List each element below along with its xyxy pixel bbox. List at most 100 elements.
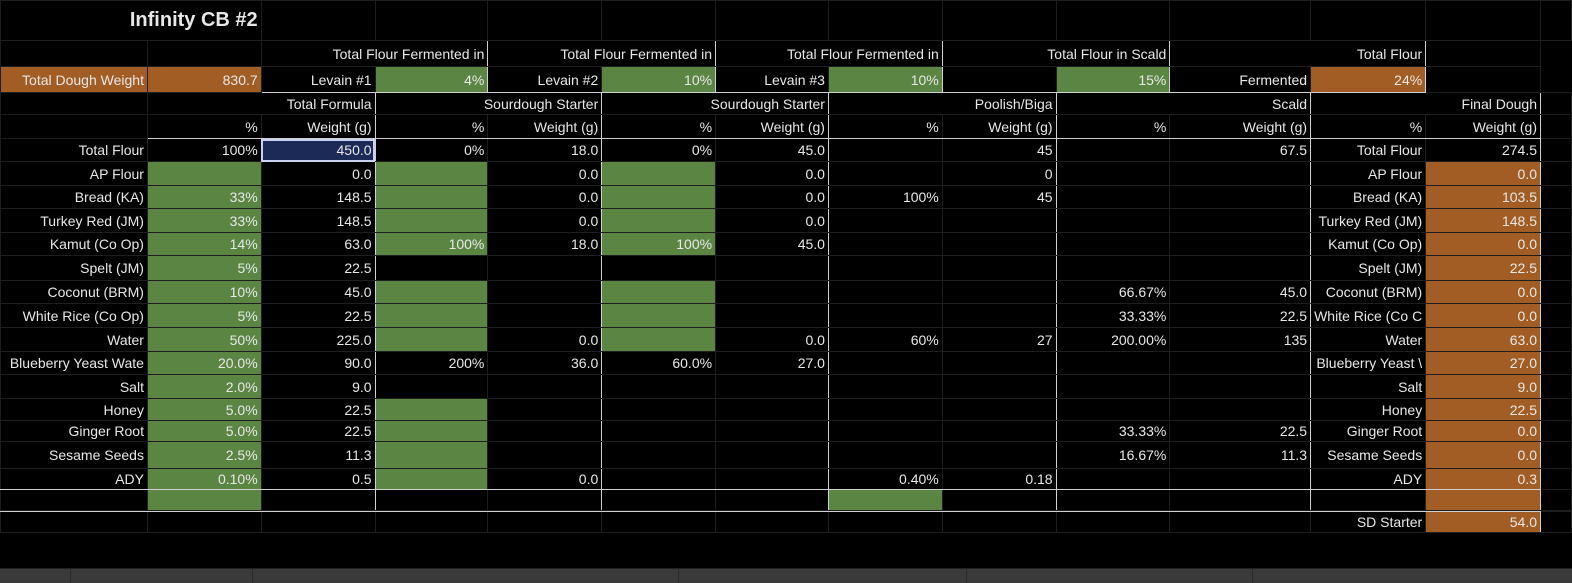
subhead-pct[interactable]: % — [1055, 114, 1171, 139]
cell[interactable] — [1540, 398, 1572, 421]
row-label[interactable]: Spelt (JM) — [0, 255, 148, 281]
dough-weight-value[interactable]: 830.7 — [146, 66, 262, 93]
levain2-pct[interactable] — [601, 185, 717, 209]
subhead-weight[interactable]: Weight (g) — [715, 114, 829, 139]
subhead-pct[interactable]: % — [1310, 114, 1427, 139]
cell[interactable] — [260, 511, 376, 533]
row-label[interactable]: Bread (KA) — [0, 185, 148, 209]
cell[interactable] — [0, 489, 148, 511]
cell[interactable] — [1540, 185, 1572, 209]
levain2-weight[interactable]: 0.0 — [715, 185, 829, 209]
row-label[interactable]: Water — [0, 327, 148, 352]
poolish-pct[interactable] — [827, 208, 943, 233]
poolish-weight[interactable] — [941, 208, 1057, 233]
sd-starter-value[interactable]: 54.0 — [1425, 511, 1542, 533]
cell[interactable] — [1540, 280, 1572, 304]
row-label[interactable]: Sesame Seeds — [0, 441, 148, 469]
scald-weight[interactable] — [1169, 185, 1312, 209]
final-dough-label[interactable]: White Rice (Co C — [1310, 303, 1427, 328]
cell[interactable] — [1540, 114, 1572, 139]
total-formula-weight[interactable]: 11.3 — [260, 441, 376, 469]
poolish-pct[interactable] — [827, 255, 943, 281]
scald-pct[interactable] — [1055, 374, 1171, 399]
scald-weight[interactable]: 11.3 — [1169, 441, 1312, 469]
scald-pct[interactable] — [1055, 161, 1171, 186]
levain1-weight[interactable] — [487, 441, 603, 469]
levain2-pct[interactable]: 60.0% — [601, 351, 717, 375]
poolish-pct[interactable] — [827, 138, 943, 162]
levain1-weight[interactable] — [487, 303, 603, 328]
levain1-weight[interactable] — [487, 374, 603, 399]
levain1-pct[interactable] — [374, 208, 489, 233]
cell[interactable] — [715, 0, 829, 41]
cell[interactable] — [1540, 351, 1572, 375]
final-dough-weight[interactable]: 22.5 — [1425, 398, 1542, 421]
cell[interactable] — [0, 40, 148, 67]
poolish-pct[interactable] — [827, 398, 943, 421]
final-dough-weight[interactable]: 22.5 — [1425, 255, 1542, 281]
cell[interactable] — [1540, 327, 1572, 352]
cell[interactable] — [146, 40, 262, 67]
levain1-pct[interactable] — [374, 441, 489, 469]
cell[interactable] — [1540, 511, 1572, 533]
poolish-weight[interactable]: 0.18 — [941, 468, 1057, 490]
levain1-pct[interactable] — [374, 185, 489, 209]
total-formula-pct[interactable]: 50% — [146, 327, 262, 352]
banner-scald-pct[interactable]: 15% — [1055, 66, 1171, 93]
poolish-weight[interactable] — [941, 303, 1057, 328]
final-dough-label[interactable]: Honey — [1310, 398, 1427, 421]
scald-pct[interactable] — [1055, 468, 1171, 490]
poolish-weight[interactable] — [941, 351, 1057, 375]
cell[interactable] — [1310, 489, 1427, 511]
cell[interactable] — [715, 489, 829, 511]
poolish-weight[interactable]: 45 — [941, 138, 1057, 162]
scald-pct[interactable] — [1055, 208, 1171, 233]
row-label[interactable]: ADY — [0, 468, 148, 490]
poolish-pct[interactable] — [827, 280, 943, 304]
cell[interactable] — [941, 489, 1057, 511]
levain2-weight[interactable] — [715, 255, 829, 281]
scald-weight[interactable] — [1169, 374, 1312, 399]
levain1-pct[interactable] — [374, 161, 489, 186]
levain2-weight[interactable] — [715, 398, 829, 421]
cell[interactable] — [601, 0, 717, 41]
levain1-pct[interactable]: 100% — [374, 232, 489, 256]
poolish-pct[interactable]: 60% — [827, 327, 943, 352]
final-dough-label[interactable]: Coconut (BRM) — [1310, 280, 1427, 304]
total-formula-pct[interactable]: 14% — [146, 232, 262, 256]
cell[interactable] — [941, 0, 1057, 41]
total-formula-weight[interactable]: 225.0 — [260, 327, 376, 352]
final-dough-label[interactable]: Spelt (JM) — [1310, 255, 1427, 281]
poolish-weight[interactable]: 45 — [941, 185, 1057, 209]
cell[interactable] — [146, 511, 262, 533]
final-dough-label[interactable]: AP Flour — [1310, 161, 1427, 186]
subhead-pct[interactable]: % — [374, 114, 489, 139]
final-dough-weight[interactable]: 103.5 — [1425, 185, 1542, 209]
final-dough-weight[interactable]: 148.5 — [1425, 208, 1542, 233]
sd-starter-label[interactable]: SD Starter — [1310, 511, 1427, 533]
final-dough-weight[interactable]: 0.3 — [1425, 468, 1542, 490]
final-dough-weight[interactable]: 0.0 — [1425, 420, 1542, 442]
scald-weight[interactable] — [1169, 351, 1312, 375]
banner-levain3-sub[interactable]: Levain #3 — [715, 66, 829, 93]
cell[interactable] — [260, 489, 376, 511]
poolish-pct[interactable] — [827, 441, 943, 469]
levain1-pct[interactable] — [374, 374, 489, 399]
dough-weight-label[interactable]: Total Dough Weight — [0, 66, 148, 93]
poolish-weight[interactable] — [941, 232, 1057, 256]
cell[interactable] — [374, 489, 489, 511]
total-formula-weight[interactable]: 22.5 — [260, 303, 376, 328]
subhead-weight[interactable]: Weight (g) — [487, 114, 603, 139]
cell[interactable] — [260, 0, 376, 41]
scald-weight[interactable]: 22.5 — [1169, 303, 1312, 328]
total-formula-pct[interactable]: 5% — [146, 255, 262, 281]
section-scald[interactable]: Scald — [1055, 92, 1312, 115]
row-label[interactable]: White Rice (Co Op) — [0, 303, 148, 328]
scald-pct[interactable] — [1055, 185, 1171, 209]
levain1-weight[interactable] — [487, 280, 603, 304]
cell[interactable] — [1540, 0, 1572, 41]
scald-pct[interactable]: 66.67% — [1055, 280, 1171, 304]
scald-pct[interactable] — [1055, 351, 1171, 375]
cell[interactable] — [1540, 468, 1572, 490]
levain2-pct[interactable] — [601, 398, 717, 421]
